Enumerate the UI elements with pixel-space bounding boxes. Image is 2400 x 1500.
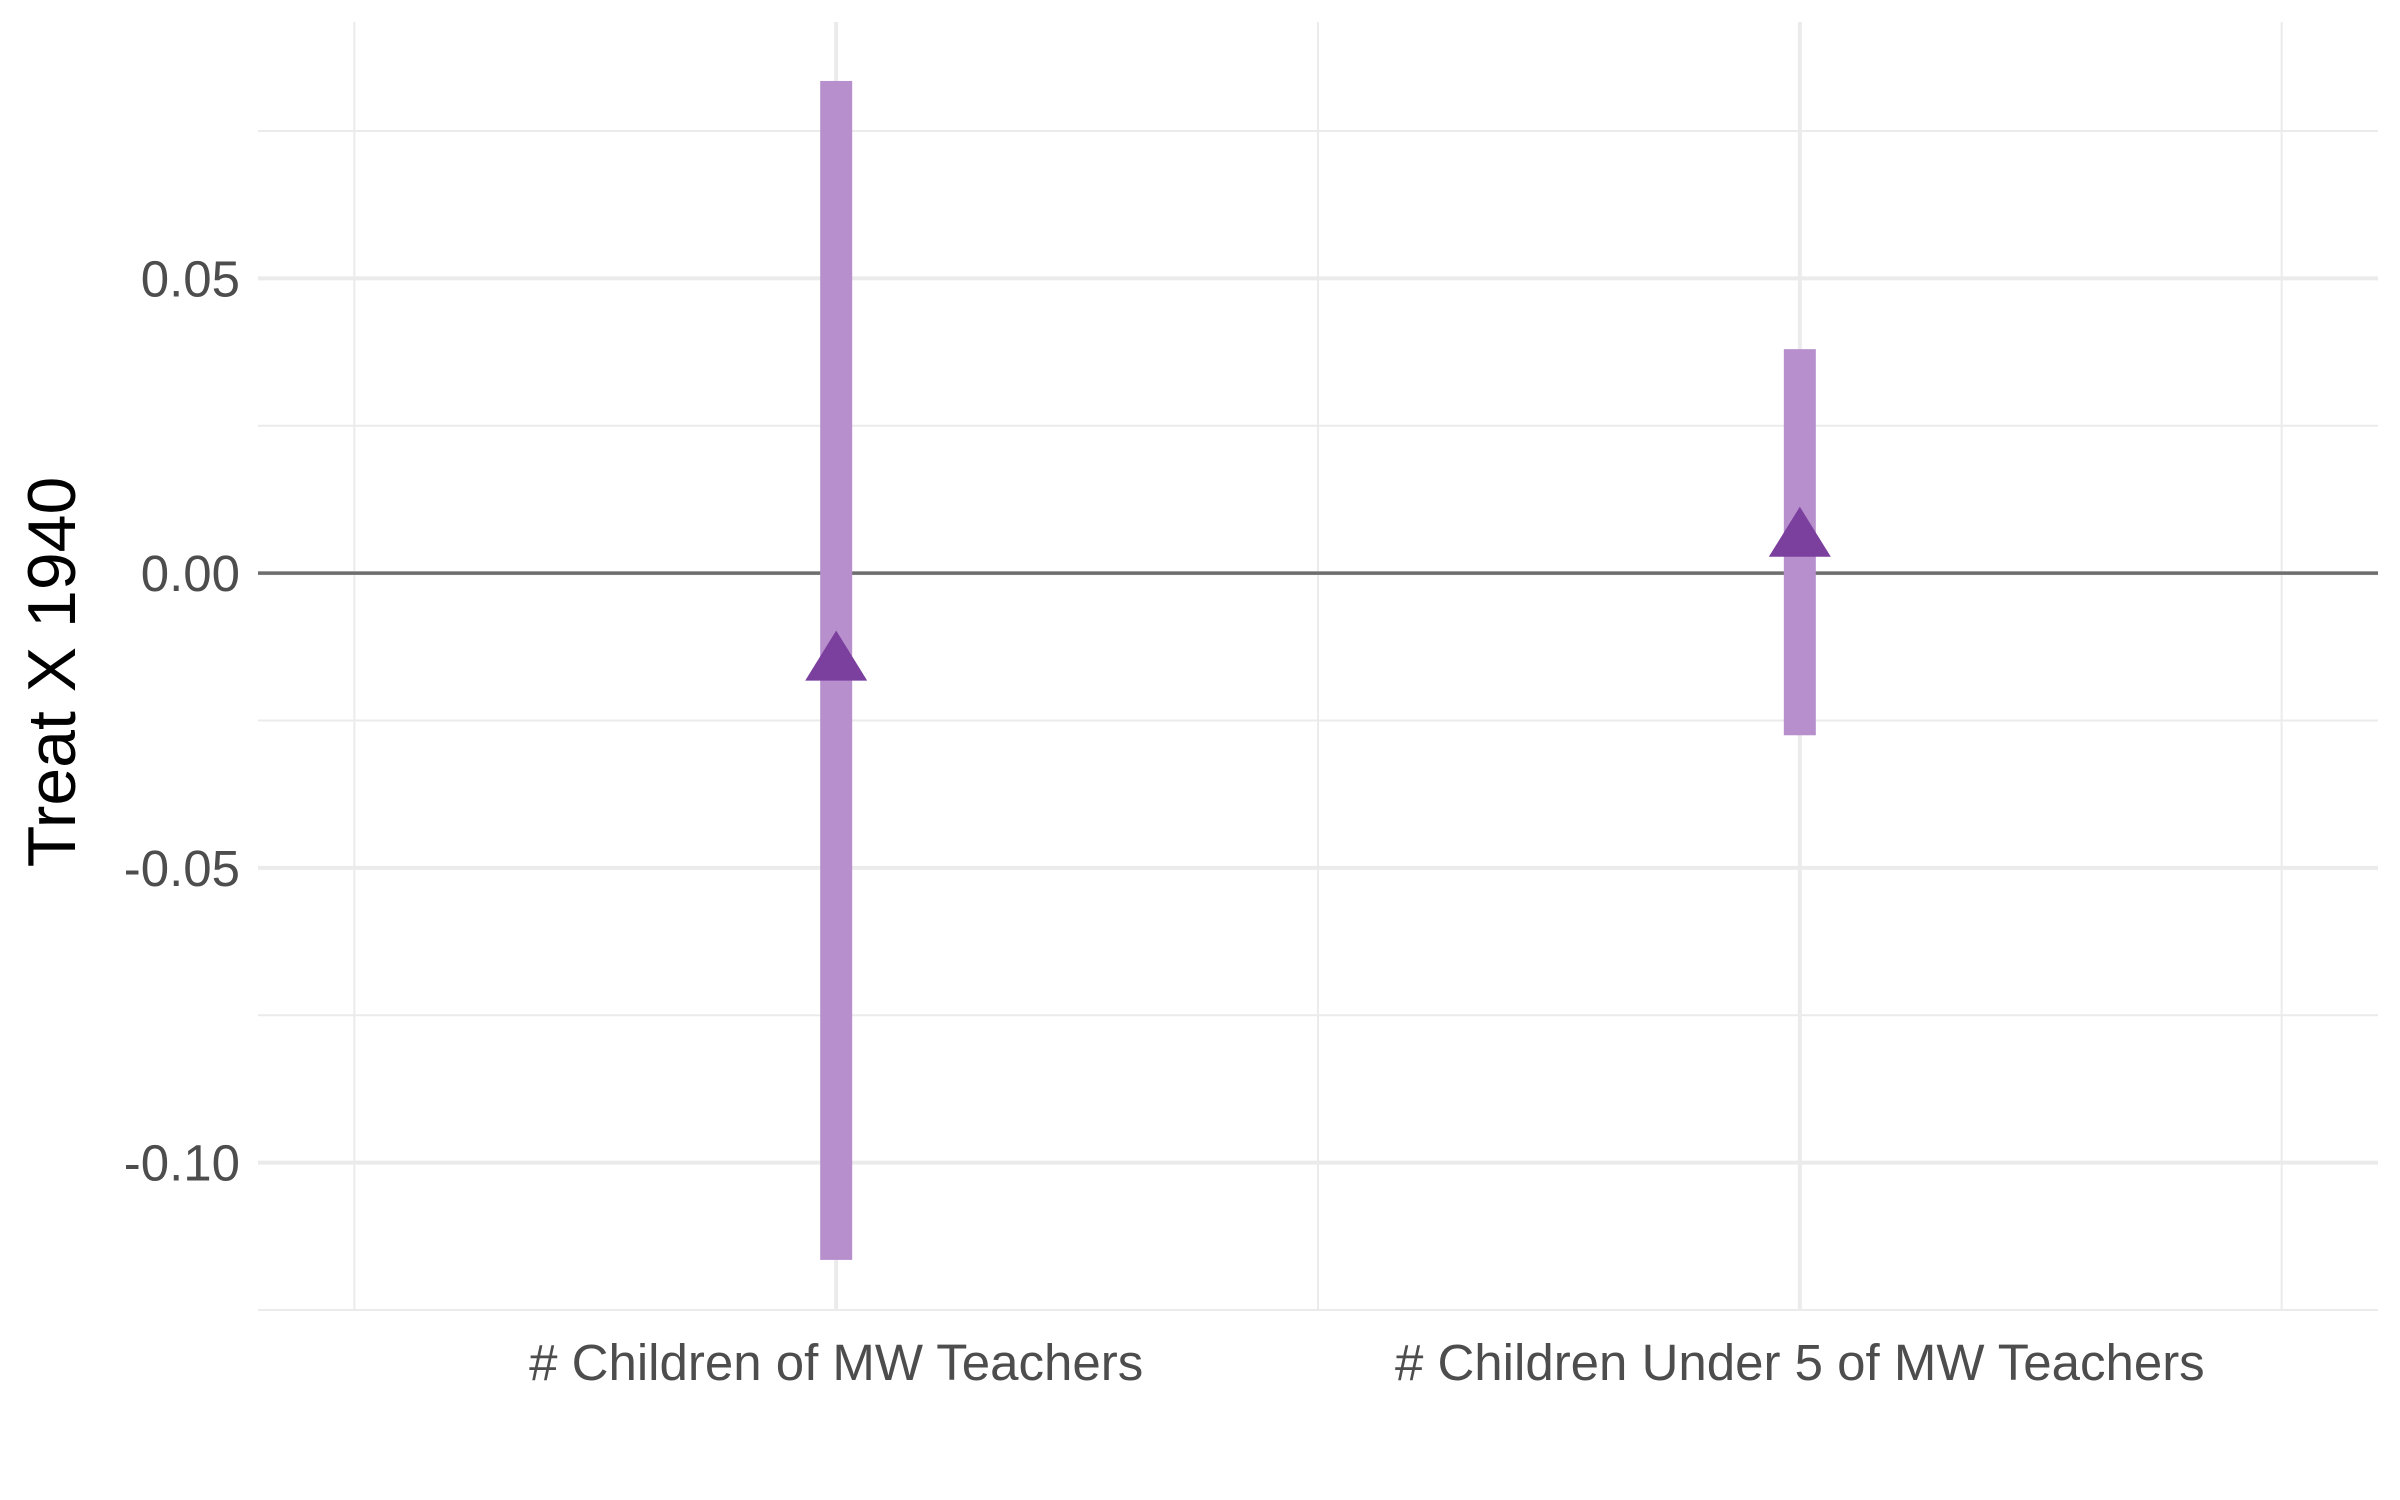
x-tick-label: # Children Under 5 of MW Teachers <box>1395 1334 2205 1391</box>
y-axis-title: Treat X 1940 <box>14 477 90 868</box>
y-tick-label: -0.05 <box>124 840 240 897</box>
y-tick-label: 0.05 <box>141 250 240 307</box>
x-axis-ticks: # Children of MW Teachers # Children Unde… <box>529 1334 2205 1391</box>
y-tick-label: 0.00 <box>141 545 240 602</box>
y-tick-label: -0.10 <box>124 1135 240 1192</box>
y-axis-ticks: 0.05 0.00 -0.05 -0.10 <box>124 250 240 1191</box>
x-tick-label: # Children of MW Teachers <box>529 1334 1143 1391</box>
point-estimate-triangle <box>805 630 868 681</box>
point-estimates <box>805 506 1831 681</box>
grid <box>258 22 2378 1311</box>
point-estimate-triangle <box>1768 506 1831 557</box>
